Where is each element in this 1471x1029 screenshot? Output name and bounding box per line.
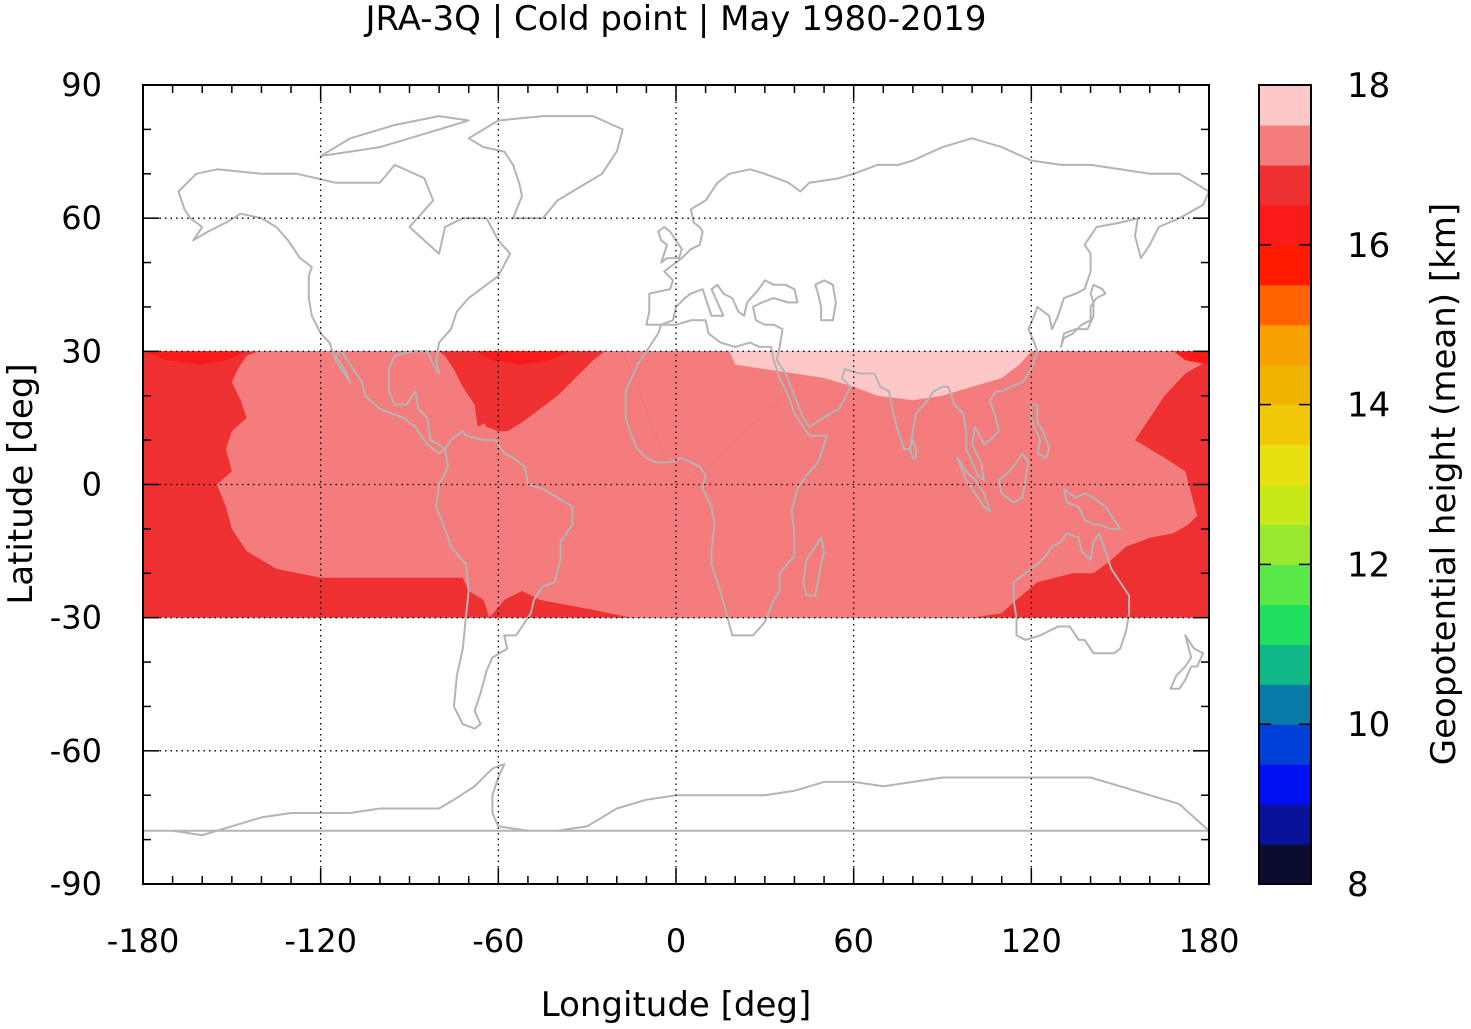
coastlines <box>143 115 1209 837</box>
colorbar-swatch <box>1259 804 1311 845</box>
field-africa-arabia <box>622 351 854 485</box>
plot-frame <box>142 84 1210 885</box>
south-america-coast <box>435 430 574 730</box>
japan-coast <box>1059 283 1107 348</box>
field-tropical-band <box>217 351 1209 618</box>
y-axis-label: Latitude [deg] <box>1 363 41 604</box>
antarctica-coast <box>143 763 1209 837</box>
field-west-pacific-max <box>1173 351 1209 365</box>
eurasia-coast <box>645 137 1209 482</box>
philippines-coast <box>1030 403 1051 459</box>
x-tick-label: 60 <box>833 922 874 960</box>
y-tick-label: 0 <box>82 466 102 504</box>
colorbar-label: Geopotential height (mean) [km] <box>1424 203 1464 765</box>
gridlines <box>143 85 1209 884</box>
colorbar-swatch <box>1259 364 1311 406</box>
colorbar-tick-label: 8 <box>1347 865 1369 905</box>
caspian-coast <box>814 279 837 322</box>
borneo-coast <box>997 452 1030 504</box>
colorbar-swatch <box>1259 564 1311 605</box>
africa-coast <box>624 319 828 637</box>
colorbar-swatch <box>1259 444 1311 486</box>
colorbar-swatch <box>1259 524 1311 565</box>
y-tick-labels: 90 60 30 0 -30 -60 -90 <box>50 66 102 903</box>
colorbar-swatch <box>1259 644 1311 685</box>
y-tick-label: 30 <box>61 332 102 370</box>
greenland-coast <box>467 115 624 220</box>
colorbar-swatch <box>1259 284 1311 326</box>
uk-coast <box>657 226 683 264</box>
colorbar-tick-label: 12 <box>1347 545 1390 585</box>
data-field <box>143 351 1209 618</box>
colorbar-swatch <box>1259 404 1311 446</box>
x-tick-label: -180 <box>107 922 180 960</box>
axis-ticks <box>142 84 1210 885</box>
y-tick-label: 60 <box>61 199 102 237</box>
colorbar-swatch <box>1259 484 1311 526</box>
colorbar-swatch <box>1259 604 1311 645</box>
colorbar-tick-label: 18 <box>1347 66 1390 106</box>
colorbar-tick-label: 16 <box>1347 226 1390 266</box>
field-atlantic-lobe <box>439 351 605 432</box>
y-tick-label: -90 <box>50 865 102 903</box>
x-axis-label: Longitude [deg] <box>541 985 812 1025</box>
colorbar-swatch <box>1259 844 1311 885</box>
colorbar-swatch <box>1259 724 1311 765</box>
colorbar-swatch <box>1259 85 1311 126</box>
colorbar-swatch <box>1259 684 1311 725</box>
x-tick-label: -60 <box>472 922 524 960</box>
field-pacific-max <box>143 351 247 365</box>
x-tick-label: 180 <box>1178 922 1239 960</box>
colorbar-swatch <box>1259 124 1311 166</box>
australia-coast <box>1012 532 1131 655</box>
plot-area <box>143 85 1209 884</box>
colorbar-swatch <box>1259 204 1311 246</box>
new-guinea-coast <box>1062 487 1122 530</box>
new-zealand-coast <box>1169 634 1205 690</box>
y-tick-label: -60 <box>50 732 102 770</box>
colorbar-swatch <box>1259 324 1311 366</box>
madagascar-coast <box>802 536 826 597</box>
field-south-asia-high <box>729 351 1032 401</box>
chart-title: JRA-3Q | Cold point | May 1980-2019 <box>363 0 986 39</box>
colorbar-tick-labels: 18 16 14 12 10 8 <box>1347 66 1390 905</box>
y-tick-label: -30 <box>50 599 102 637</box>
colorbar-frame <box>1258 84 1312 885</box>
colorbar-swatch <box>1259 764 1311 805</box>
x-tick-label: -120 <box>284 922 357 960</box>
x-tick-label: 0 <box>666 922 686 960</box>
sri-lanka-coast <box>908 439 917 459</box>
greenland-arctic-islands <box>319 115 470 157</box>
x-tick-labels: -180 -120 -60 0 60 120 180 <box>107 922 1240 960</box>
x-tick-label: 120 <box>1001 922 1062 960</box>
colorbar-swatch <box>1259 244 1311 286</box>
colorbar-tick-label: 14 <box>1347 386 1390 426</box>
north-america-coast <box>177 163 512 455</box>
colorbar-swatch <box>1259 164 1311 206</box>
y-tick-label: 90 <box>61 66 102 104</box>
colorbar-tick-label: 10 <box>1347 705 1390 745</box>
colorbar <box>1258 84 1312 885</box>
